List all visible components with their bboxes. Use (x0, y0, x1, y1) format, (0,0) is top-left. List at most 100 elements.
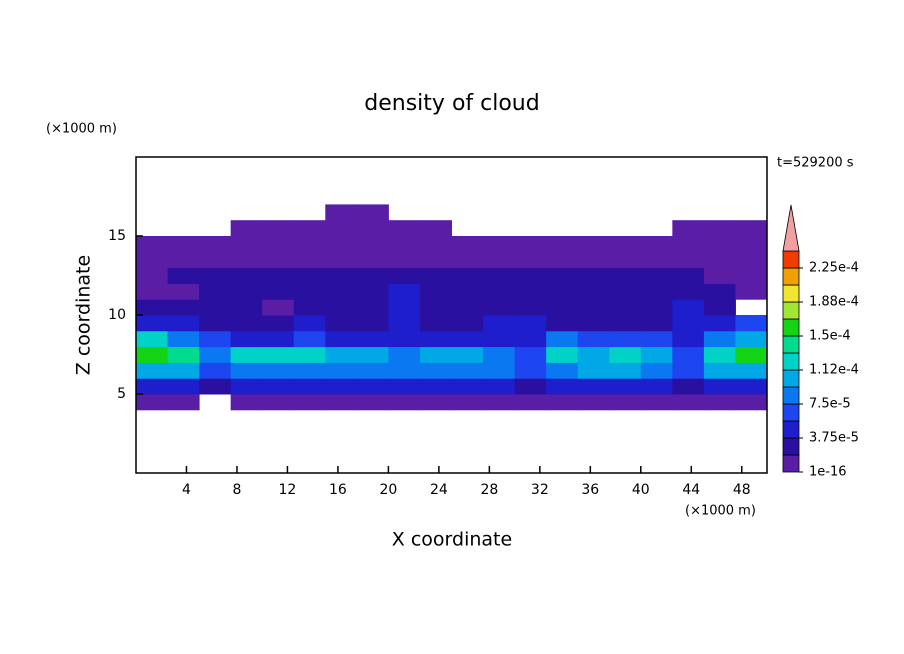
field-cell (451, 346, 484, 363)
field-cell (356, 378, 389, 395)
field-cell (640, 236, 673, 253)
field-cell (136, 394, 169, 411)
field-cell (483, 267, 516, 284)
field-cell (451, 330, 484, 348)
x-tick-label: 8 (232, 482, 241, 498)
colorbar-segment (782, 386, 800, 405)
field-cell (514, 315, 547, 332)
field-cell (356, 204, 389, 221)
field-cell (703, 283, 736, 300)
field-cell (609, 362, 642, 379)
field-cell (167, 299, 200, 316)
field-cell (230, 236, 263, 253)
field-cell (577, 267, 610, 284)
field-cell (577, 362, 610, 379)
field-cell (546, 330, 579, 348)
colorbar-tick-label: 2.25e-4 (809, 261, 859, 276)
field-cell (388, 315, 421, 332)
field-cell (483, 251, 516, 269)
field-cell (293, 330, 326, 348)
field-cell (451, 394, 484, 411)
field-cell (672, 251, 705, 269)
field-cell (703, 394, 736, 411)
field-cell (640, 378, 673, 395)
field-cell (293, 315, 326, 332)
field-cell (577, 330, 610, 348)
field-cell (546, 394, 579, 411)
field-cell (577, 346, 610, 363)
field-cell (325, 362, 358, 379)
field-cell (388, 220, 421, 237)
field-cell (546, 236, 579, 253)
field-cell (703, 299, 736, 316)
field-cell (451, 251, 484, 269)
field-cell (609, 267, 642, 284)
field-cell (514, 299, 547, 316)
y-unit: (×1000 m) (46, 122, 117, 137)
field-cell (167, 362, 200, 379)
field-cell (293, 267, 326, 284)
field-cell (262, 315, 295, 332)
field-cell (325, 204, 358, 221)
field-cell (419, 378, 452, 395)
field-cell (483, 299, 516, 316)
field-cell (199, 315, 232, 332)
field-cell (483, 394, 516, 411)
field-cell (293, 299, 326, 316)
field-cell (703, 267, 736, 284)
colorbar-segment (782, 403, 800, 422)
field-cell (609, 315, 642, 332)
field-cell (672, 283, 705, 300)
field-cell (167, 378, 200, 395)
field-cell (293, 362, 326, 379)
field-cell (483, 283, 516, 300)
field-cell (703, 251, 736, 269)
colorbar-tick-label: 7.5e-5 (809, 397, 851, 412)
field-cell (546, 283, 579, 300)
field-cell (325, 346, 358, 363)
field-cell (514, 378, 547, 395)
field-cell (388, 362, 421, 379)
field-cell (388, 330, 421, 348)
field-cell (672, 299, 705, 316)
field-cell (419, 299, 452, 316)
field-cell (262, 251, 295, 269)
field-cell (167, 236, 200, 253)
field-cell (230, 378, 263, 395)
field-cell (325, 283, 358, 300)
field-cell (230, 330, 263, 348)
field-cell (293, 251, 326, 269)
field-cell (293, 220, 326, 237)
field-cell (672, 394, 705, 411)
field-cell (230, 362, 263, 379)
field-cell (230, 267, 263, 284)
field-cell (735, 330, 768, 348)
field-cell (419, 330, 452, 348)
field-cell (609, 283, 642, 300)
field-cell (388, 267, 421, 284)
field-cell (136, 315, 169, 332)
x-tick-label: 12 (279, 482, 297, 498)
field-cell (230, 315, 263, 332)
field-cell (735, 283, 768, 300)
field-cell (735, 236, 768, 253)
field-cell (451, 315, 484, 332)
field-cell (356, 299, 389, 316)
field-cell (136, 330, 169, 348)
field-cell (199, 362, 232, 379)
field-cell (356, 394, 389, 411)
colorbar-tick-label: 1.88e-4 (809, 295, 859, 310)
field-cell (577, 283, 610, 300)
field-cell (325, 394, 358, 411)
field-cell (167, 251, 200, 269)
field-cell (136, 362, 169, 379)
colorbar-segment (782, 437, 800, 456)
field-cell (199, 346, 232, 363)
field-cell (672, 362, 705, 379)
field-cell (640, 299, 673, 316)
field-cell (356, 251, 389, 269)
field-cell (514, 346, 547, 363)
field-cell (325, 236, 358, 253)
field-cell (703, 220, 736, 237)
field-cell (735, 220, 768, 237)
